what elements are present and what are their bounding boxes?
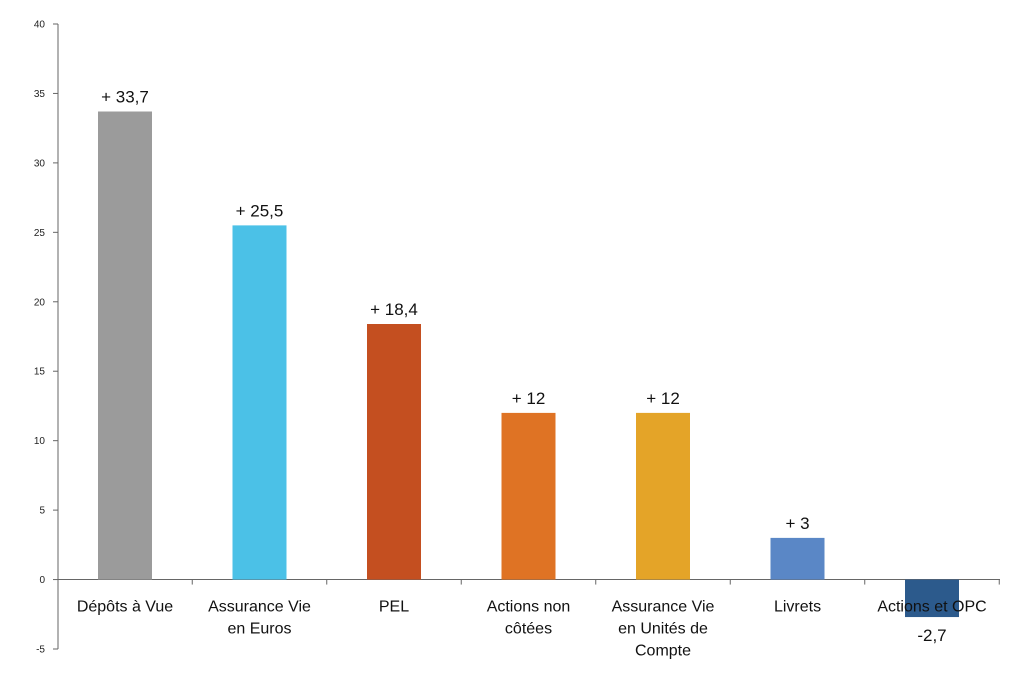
y-tick-label: 10	[34, 436, 46, 447]
category-label-line: Assurance Vie	[208, 599, 311, 616]
bars	[98, 111, 959, 618]
category-label-line: Assurance Vie	[612, 599, 715, 616]
y-tick-label: -5	[36, 645, 45, 656]
bar	[501, 412, 556, 580]
data-label: + 3	[785, 514, 809, 533]
category-label: Livrets	[774, 599, 821, 616]
y-tick-label: 0	[39, 575, 45, 586]
category-label-line: Dépôts à Vue	[77, 599, 173, 616]
category-label-line: en Unités de	[618, 621, 708, 638]
data-label: + 33,7	[101, 88, 149, 107]
category-label: Assurance Vie en Unités de Compte	[612, 599, 715, 660]
y-tick-label: 35	[34, 89, 46, 100]
category-label: Actions non côtées	[487, 599, 571, 638]
bar	[367, 324, 421, 580]
data-label: -2,7	[917, 626, 946, 645]
category-label-line: Actions et OPC	[877, 599, 986, 616]
category-label: PEL	[379, 599, 409, 616]
bar	[905, 579, 959, 618]
data-label: + 12	[512, 389, 546, 408]
category-label-line: PEL	[379, 599, 409, 616]
y-tick-label: 25	[34, 228, 46, 239]
bar	[770, 537, 825, 580]
y-tick-label: 20	[34, 297, 46, 308]
category-labels: Dépôts à Vue Assurance Vie en Euros PEL Acti…	[77, 599, 987, 660]
category-label-line: Livrets	[774, 599, 821, 616]
category-label-line: Actions non	[487, 599, 571, 616]
category-label: Actions et OPC	[877, 599, 986, 616]
data-label: + 18,4	[370, 300, 418, 319]
category-label-line: Compte	[635, 643, 691, 660]
category-label-line: côtées	[505, 621, 552, 638]
bar	[636, 412, 690, 580]
y-tick-label: 30	[34, 158, 46, 169]
category-label-line: en Euros	[227, 621, 291, 638]
data-labels: + 33,7 + 25,5 + 18,4 + 12 + 12 + 3 -2,7	[101, 88, 947, 646]
category-label: Dépôts à Vue	[77, 599, 173, 616]
y-tick-label: 40	[34, 20, 46, 31]
bar	[98, 111, 152, 580]
bar	[232, 225, 287, 580]
y-tick-label: 15	[34, 367, 46, 378]
y-tick-label: 5	[39, 506, 45, 517]
category-label: Assurance Vie en Euros	[208, 599, 311, 638]
data-label: + 12	[646, 389, 680, 408]
data-label: + 25,5	[236, 201, 284, 220]
